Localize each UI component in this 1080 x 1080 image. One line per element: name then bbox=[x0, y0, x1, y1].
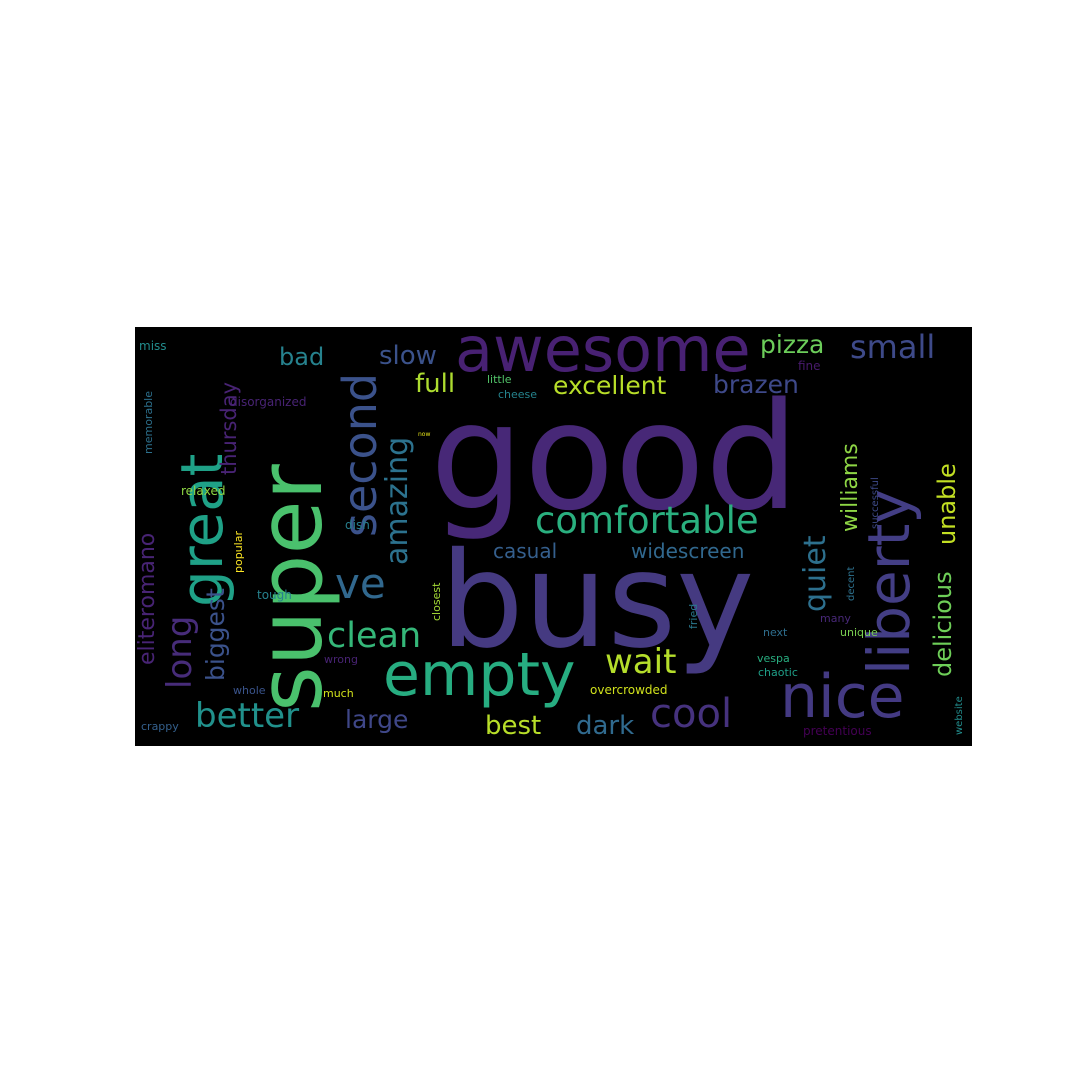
word-little: little bbox=[487, 373, 512, 386]
word-clean: clean bbox=[327, 616, 422, 656]
word-williams: williams bbox=[838, 443, 863, 532]
word-fine: fine bbox=[798, 359, 821, 373]
word-wait: wait bbox=[605, 642, 677, 682]
word-next: next bbox=[763, 626, 788, 639]
word-unable: unable bbox=[933, 463, 961, 545]
word-successful: successful bbox=[870, 477, 881, 529]
word-unique: unique bbox=[840, 626, 878, 639]
word-disorganized: disorganized bbox=[230, 395, 307, 409]
word-cool: cool bbox=[650, 691, 733, 737]
word-chaotic: chaotic bbox=[758, 666, 798, 679]
word-better: better bbox=[195, 696, 300, 736]
word-awesome: awesome bbox=[455, 327, 751, 386]
word-excellent: excellent bbox=[553, 371, 667, 400]
word-pizza: pizza bbox=[760, 330, 825, 359]
word-website: website bbox=[954, 696, 965, 735]
word-whole: whole bbox=[233, 684, 266, 697]
word-cloud: good busy super awesome great liberty ni… bbox=[135, 327, 972, 746]
word-casual: casual bbox=[493, 539, 558, 563]
word-closest: closest bbox=[430, 582, 443, 621]
word-popular: popular bbox=[232, 531, 245, 573]
word-nice: nice bbox=[780, 662, 905, 732]
word-second: second bbox=[333, 372, 387, 537]
word-small: small bbox=[850, 328, 936, 366]
word-relaxed: relaxed bbox=[181, 484, 226, 498]
word-dark: dark bbox=[576, 711, 635, 741]
word-wrong: wrong bbox=[324, 653, 358, 666]
word-best: best bbox=[485, 711, 542, 741]
word-dish: dish bbox=[345, 518, 370, 532]
word-amazing: amazing bbox=[380, 436, 415, 565]
word-crappy: crappy bbox=[141, 720, 179, 733]
word-cheese: cheese bbox=[498, 388, 538, 401]
word-widescreen: widescreen bbox=[631, 539, 745, 563]
word-fried: fried bbox=[687, 603, 700, 629]
word-comfortable: comfortable bbox=[535, 499, 759, 542]
word-ve: ve bbox=[335, 559, 386, 608]
word-miss: miss bbox=[139, 339, 167, 353]
word-tough: tough bbox=[257, 588, 292, 602]
word-eliteromano: eliteromano bbox=[135, 532, 160, 665]
word-full: full bbox=[415, 369, 456, 399]
word-bad: bad bbox=[279, 343, 325, 371]
word-vespa: vespa bbox=[757, 652, 790, 665]
word-empty: empty bbox=[383, 640, 576, 710]
word-brazen: brazen bbox=[713, 370, 799, 399]
word-slow: slow bbox=[379, 341, 437, 371]
word-liberty: liberty bbox=[855, 489, 923, 675]
word-long: long bbox=[160, 615, 200, 689]
word-pretentious: pretentious bbox=[803, 724, 872, 738]
word-many: many bbox=[820, 612, 851, 625]
word-large: large bbox=[345, 705, 409, 734]
word-great: great bbox=[168, 453, 236, 607]
word-now: now bbox=[418, 431, 431, 438]
word-delicious: delicious bbox=[929, 571, 957, 677]
word-overcrowded: overcrowded bbox=[590, 683, 668, 697]
word-good: good bbox=[430, 371, 799, 543]
word-busy: busy bbox=[440, 524, 755, 678]
word-quiet: quiet bbox=[798, 535, 833, 612]
word-decent: decent bbox=[846, 566, 857, 601]
word-biggest: biggest bbox=[201, 588, 230, 681]
word-memorable: memorable bbox=[142, 391, 155, 454]
word-much: much bbox=[323, 687, 354, 700]
